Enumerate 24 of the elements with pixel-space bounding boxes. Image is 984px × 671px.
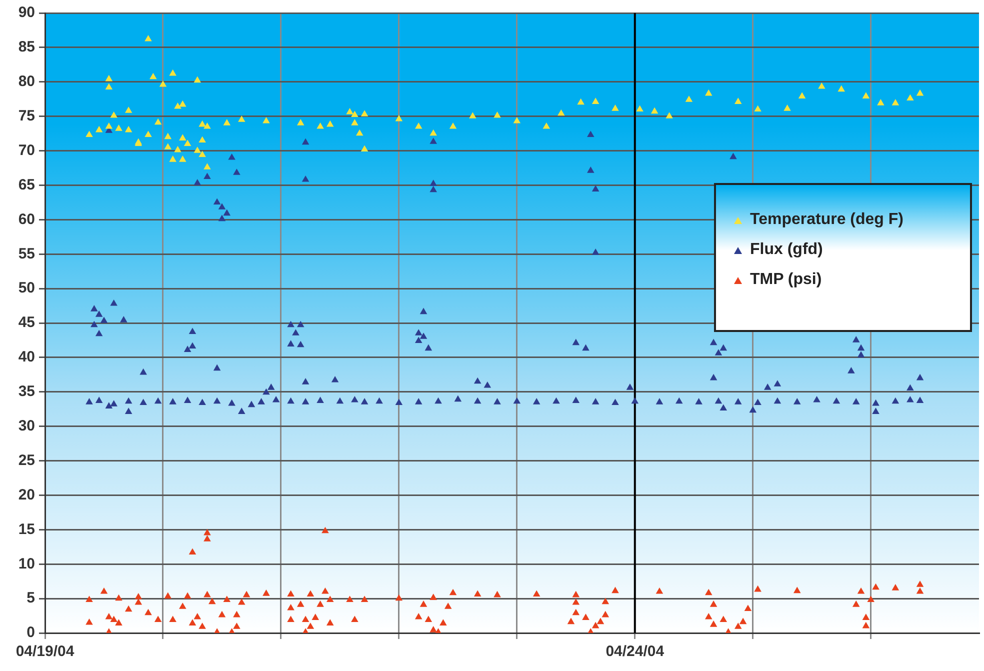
y-tick-label: 90 [18, 4, 35, 22]
x-tick-label: 04/19/04 [16, 643, 75, 660]
y-tick-label: 70 [18, 142, 35, 159]
y-tick-label: 45 [18, 314, 35, 332]
y-tick-label: 60 [18, 210, 35, 228]
legend-label: TMP (psi) [750, 271, 822, 289]
y-tick-label: 15 [18, 520, 35, 538]
y-tick-label: 30 [18, 417, 35, 434]
y-tick-label: 35 [18, 383, 35, 400]
y-tick-label: 25 [18, 452, 35, 469]
y-tick-label: 65 [18, 176, 35, 194]
y-tick-label: 85 [18, 38, 35, 56]
y-tick-label: 55 [18, 245, 35, 262]
y-tick-label: 50 [18, 280, 35, 297]
y-tick-label: 20 [18, 486, 35, 504]
y-tick-label: 0 [26, 624, 35, 642]
y-tick-label: 40 [18, 348, 35, 366]
legend-label: Flux (gfd) [750, 241, 823, 259]
y-tick-label: 75 [18, 107, 35, 124]
y-tick-label: 10 [18, 555, 35, 572]
y-tick-label: 80 [18, 73, 35, 90]
x-tick-label: 04/24/04 [606, 643, 665, 660]
y-tick-label: 5 [26, 590, 35, 607]
legend-label: Temperature (deg F) [750, 211, 904, 229]
